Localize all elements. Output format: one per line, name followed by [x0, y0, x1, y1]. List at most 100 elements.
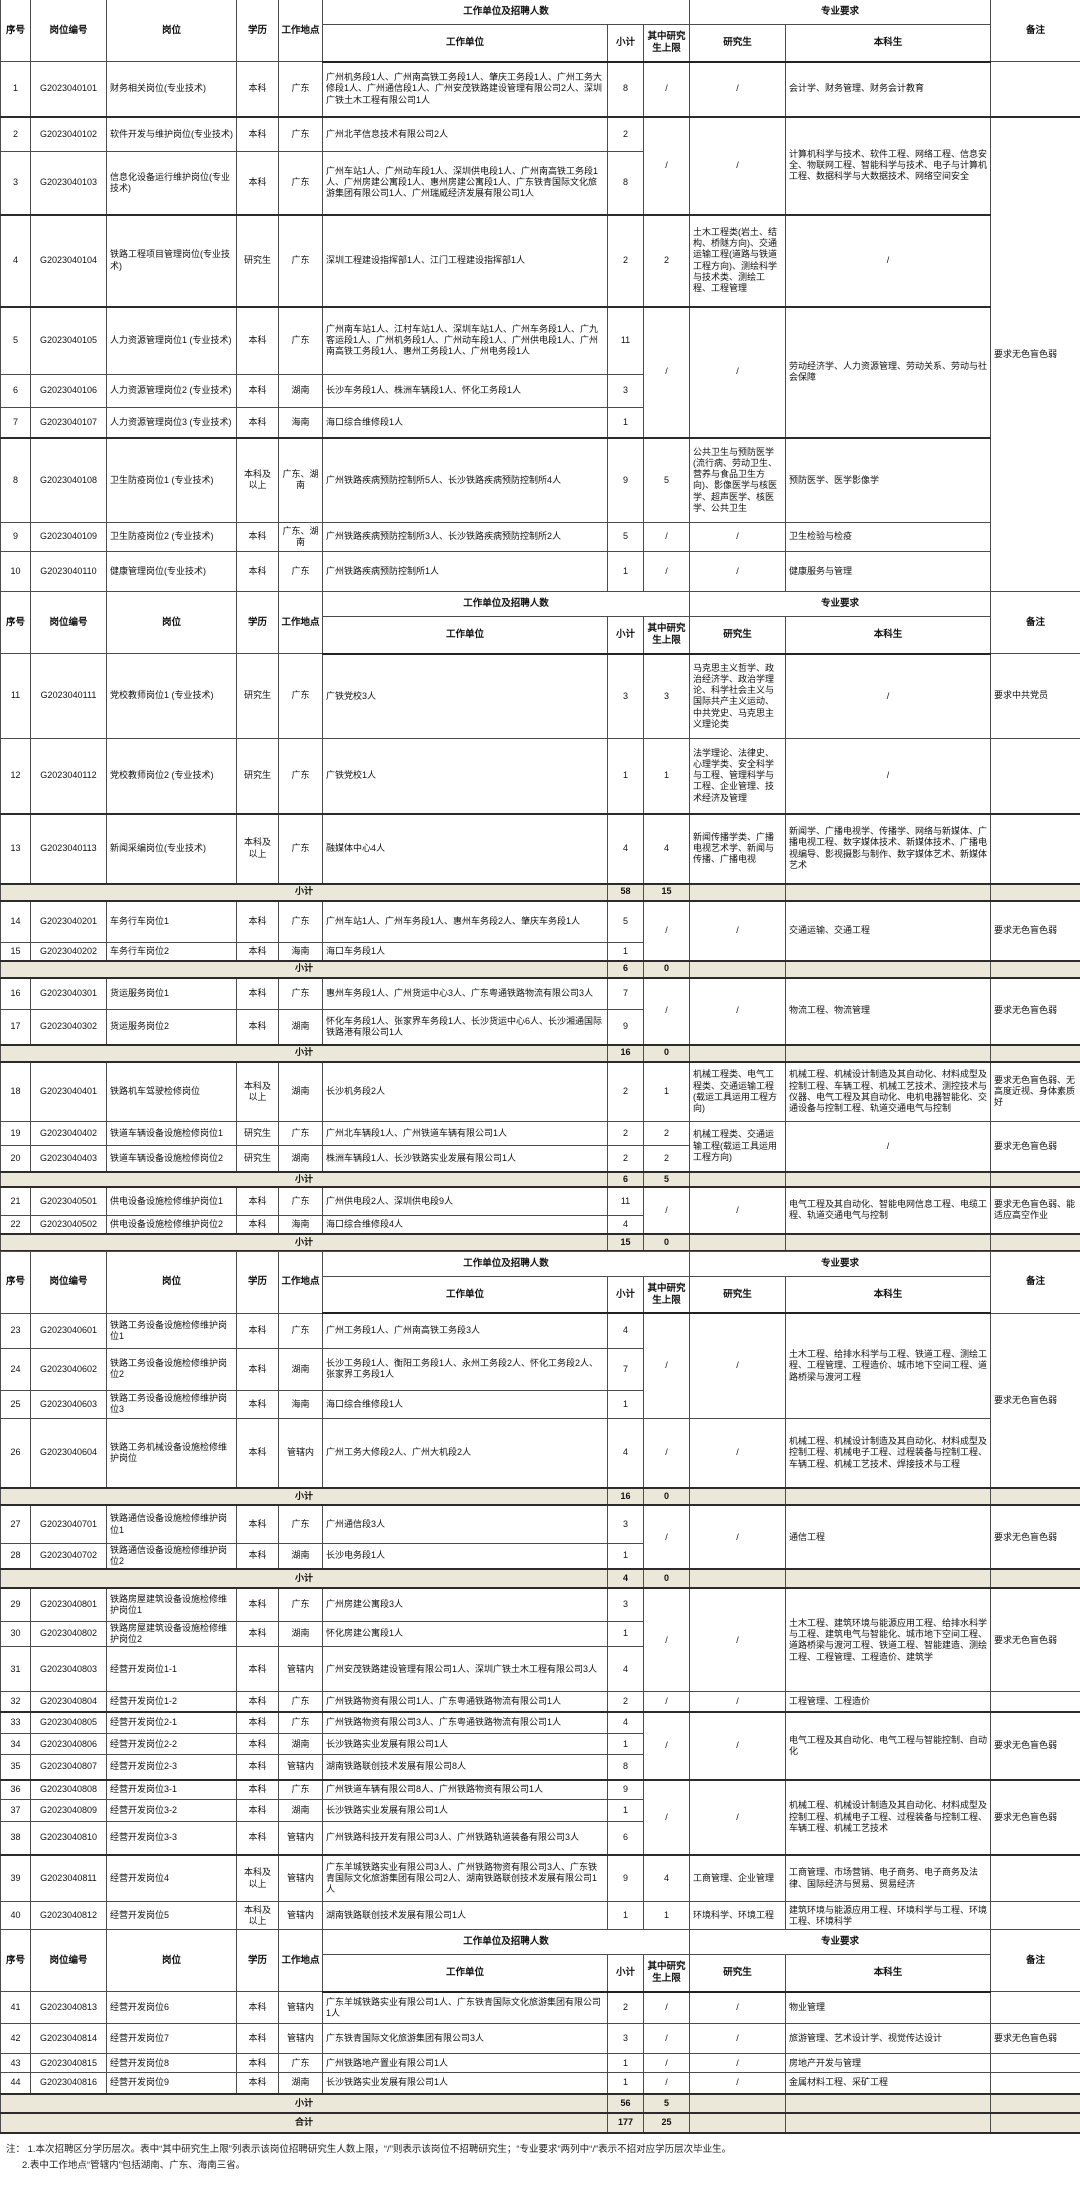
- table-cell: /: [689, 900, 786, 961]
- table-cell: 34: [0, 1733, 31, 1756]
- table-cell: 本科: [236, 1587, 279, 1622]
- table-row: 13 G2023040113 新闻采编岗位(专业技术) 本科及以上 广东 融媒体中心4人 4…: [0, 812, 1080, 884]
- table-cell: 2: [607, 1691, 644, 1713]
- table-row: 9 G2023040109 卫生防疫岗位2 (专业技术) 本科 广东、湖南 广州铁路疾病预…: [0, 522, 1080, 552]
- table-cell: G2023040108: [30, 436, 107, 523]
- footer-notes: 注： 1.本次招聘区分学历层次。表中“其中研究生上限”列表示该岗位招聘研究生人数…: [0, 2134, 1080, 2184]
- subtotal-row: 小计 16 0: [0, 1043, 1080, 1063]
- table-cell: 4: [607, 1646, 644, 1693]
- table-cell: /: [643, 2023, 690, 2055]
- table-cell: 交通运输、交通工程: [784, 900, 992, 961]
- table-cell: 40: [0, 1901, 31, 1931]
- table-cell: 要求无色盲色弱: [990, 1778, 1080, 1856]
- header-row-groups: 序号 岗位编号 岗位 学历 工作地点 工作单位及招聘人数 专业要求 备注: [0, 0, 1080, 62]
- table-cell: 3: [0, 151, 31, 215]
- table-cell: 铁路通信设备设施检修维护岗位1: [106, 1504, 237, 1544]
- summary-value: [990, 959, 1080, 979]
- table-cell: 本科: [236, 522, 279, 552]
- table-cell: 铁路工务设备设施检修维护岗位1: [106, 1312, 237, 1349]
- table-cell: 湖南: [278, 1145, 323, 1172]
- table-cell: 本科: [236, 1215, 279, 1235]
- table-cell: 39: [0, 1853, 31, 1903]
- table-cell: 11: [607, 305, 644, 375]
- table-cell: 要求无色盲色弱: [990, 1312, 1080, 1489]
- table-cell: 本科: [236, 1733, 279, 1756]
- table-cell: /: [643, 551, 690, 592]
- table-cell: G2023040702: [30, 1542, 107, 1570]
- table-cell: 5: [643, 436, 690, 523]
- table-cell: 房地产开发与管理: [784, 2053, 992, 2074]
- table-cell: 3: [607, 1587, 644, 1622]
- summary-label: 小计: [0, 959, 608, 979]
- col-header-code: 岗位编号: [30, 1250, 107, 1314]
- table-row: 19 G2023040402 铁道车辆设备设施检修岗位1 研究生 广东 广州北车辆段1人、…: [0, 1121, 1080, 1172]
- table-cell: 广州南车站1人、江村车站1人、深圳车站1人、广州车务段1人、广九客运段1人、广州…: [322, 305, 608, 375]
- col-header-subtotal: 小计: [607, 1275, 644, 1315]
- subtotal-row: 小计 6 5: [0, 1170, 1080, 1188]
- header-row-sub: 工作单位 小计 其中研究生上限 研究生 本科生: [1, 616, 1080, 655]
- table-cell: 供电设备设施检修维护岗位2: [106, 1215, 237, 1235]
- table-cell: 30: [0, 1620, 31, 1648]
- table-row: 39 G2023040811 经营开发岗位4 本科及以上 管辖内 广东羊城铁路实业有限公司…: [0, 1853, 1080, 1903]
- table-cell: 本科: [236, 1504, 279, 1544]
- col-header-edu: 学历: [236, 1929, 279, 1993]
- table-cell: 1: [607, 942, 644, 961]
- table-cell: 要求无色盲色弱、无高度近视、身体素质好: [990, 1061, 1080, 1122]
- table-cell: 法学理论、法律史、心理学类、安全科学与工程、管理科学与工程、企业管理、技术经济及…: [689, 738, 786, 814]
- table-row: 15 G2023040202 车务行车岗位2 本科 海南 海口车务段1人 1: [0, 942, 1080, 961]
- table-cell: G2023040701: [30, 1504, 107, 1544]
- col-header-grad-cap: 其中研究生上限: [643, 1275, 690, 1315]
- table-cell: /: [784, 738, 992, 814]
- table-cell: 9: [607, 1009, 644, 1045]
- summary-value: [784, 1232, 992, 1252]
- col-header-group-major: 专业要求: [688, 591, 992, 617]
- table-cell: 要求无色盲色弱: [990, 900, 1080, 961]
- col-header-grad: 研究生: [689, 616, 786, 655]
- table-row: 37 G2023040809 经营开发岗位3-2 本科 湖南 长沙铁路实业发展有限公司1人…: [0, 1799, 1080, 1823]
- summary-value: 58: [607, 882, 644, 902]
- table-cell: 广铁党校1人: [322, 738, 608, 814]
- table-row: 18 G2023040401 铁路机车驾驶检修岗位 本科及以上 湖南 长沙机务段2人 2 1 机…: [0, 1061, 1080, 1122]
- table-cell: [990, 738, 1080, 814]
- table-cell: [990, 2053, 1080, 2074]
- table-cell: /: [643, 1186, 690, 1235]
- table-cell: /: [784, 213, 992, 307]
- table-cell: 深圳工程建设指挥部1人、江门工程建设指挥部1人: [322, 213, 608, 307]
- table-cell: 4: [0, 213, 31, 307]
- table-cell: 本科: [236, 977, 279, 1010]
- table-cell: 3: [607, 1504, 644, 1544]
- col-header-undergrad: 本科生: [784, 1954, 992, 1993]
- summary-value: [689, 1170, 786, 1188]
- table-cell: 广东: [278, 653, 323, 739]
- table-cell: 融媒体中心4人: [322, 812, 608, 884]
- table-cell: 怀化车务段1人、张家界车务段1人、长沙货运中心6人、长沙湘通国际铁路港有限公司1…: [322, 1009, 608, 1045]
- col-header-subtotal: 小计: [607, 24, 644, 63]
- table-cell: 经营开发岗位3-1: [106, 1778, 237, 1801]
- table-cell: 14: [0, 900, 31, 943]
- summary-label: 小计: [0, 2092, 608, 2114]
- table-cell: 机械工程类、电气工程类、交通运输工程(载运工具运用工程方向): [689, 1061, 786, 1122]
- table-cell: 本科: [236, 1389, 279, 1419]
- table-cell: 海南: [278, 1215, 323, 1235]
- table-cell: G2023040110: [30, 551, 107, 592]
- table-cell: 广东: [278, 1504, 323, 1544]
- summary-label: 小计: [0, 1487, 608, 1507]
- table-cell: 广州铁路物资有限公司1人、广东粤通铁路物流有限公司1人: [322, 1691, 608, 1713]
- header-row-sub: 工作单位 小计 其中研究生上限 研究生 本科生: [1, 24, 1080, 63]
- table-row: 6 G2023040106 人力资源管理岗位2 (专业技术) 本科 湖南 长沙车务段1人、…: [0, 374, 1080, 408]
- summary-value: 6: [607, 959, 644, 979]
- summary-value: 4: [607, 1568, 644, 1590]
- summary-value: [689, 959, 786, 979]
- table-row: 33 G2023040805 经营开发岗位2-1 本科 广东 广州铁路物资有限公司3人、广…: [0, 1710, 1080, 1781]
- col-header-unit: 工作单位: [322, 24, 608, 63]
- table-cell: 经营开发岗位8: [106, 2053, 237, 2074]
- table-cell: 要求无色盲色弱、能适应高空作业: [990, 1186, 1080, 1235]
- summary-value: 15: [643, 882, 690, 902]
- summary-value: [689, 1232, 786, 1252]
- summary-value: 0: [643, 1232, 690, 1252]
- table-cell: 工商管理、市场营销、电子商务、电子商务及法律、国际经济与贸易、贸易经济: [784, 1853, 992, 1903]
- table-cell: 广东: [278, 900, 323, 943]
- col-header-edu: 学历: [236, 0, 279, 62]
- table-cell: 机械工程、机械设计制造及其自动化、材料成型及控制工程、机械电子工程、过程装备与控…: [784, 1417, 992, 1489]
- table-cell: 7: [607, 977, 644, 1010]
